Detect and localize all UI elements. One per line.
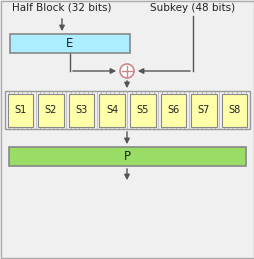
Bar [130,93,155,126]
Bar [160,93,185,126]
Bar [38,93,64,126]
Text: S5: S5 [136,105,148,115]
Text: E: E [66,37,73,50]
Text: S4: S4 [106,105,118,115]
Text: S8: S8 [228,105,240,115]
Bar [5,91,249,129]
Text: Subkey (48 bits): Subkey (48 bits) [150,3,235,13]
Bar [7,93,33,126]
Text: Half Block (32 bits): Half Block (32 bits) [12,3,111,13]
Text: S6: S6 [167,105,179,115]
Bar [69,93,94,126]
Text: S3: S3 [75,105,87,115]
Circle shape [120,64,133,78]
Text: S1: S1 [14,105,26,115]
Bar [10,34,130,53]
Text: P: P [123,150,131,163]
Bar [99,93,124,126]
Text: S7: S7 [197,105,210,115]
Bar [190,93,216,126]
Bar [9,147,245,166]
Text: S2: S2 [44,105,57,115]
Bar [221,93,247,126]
